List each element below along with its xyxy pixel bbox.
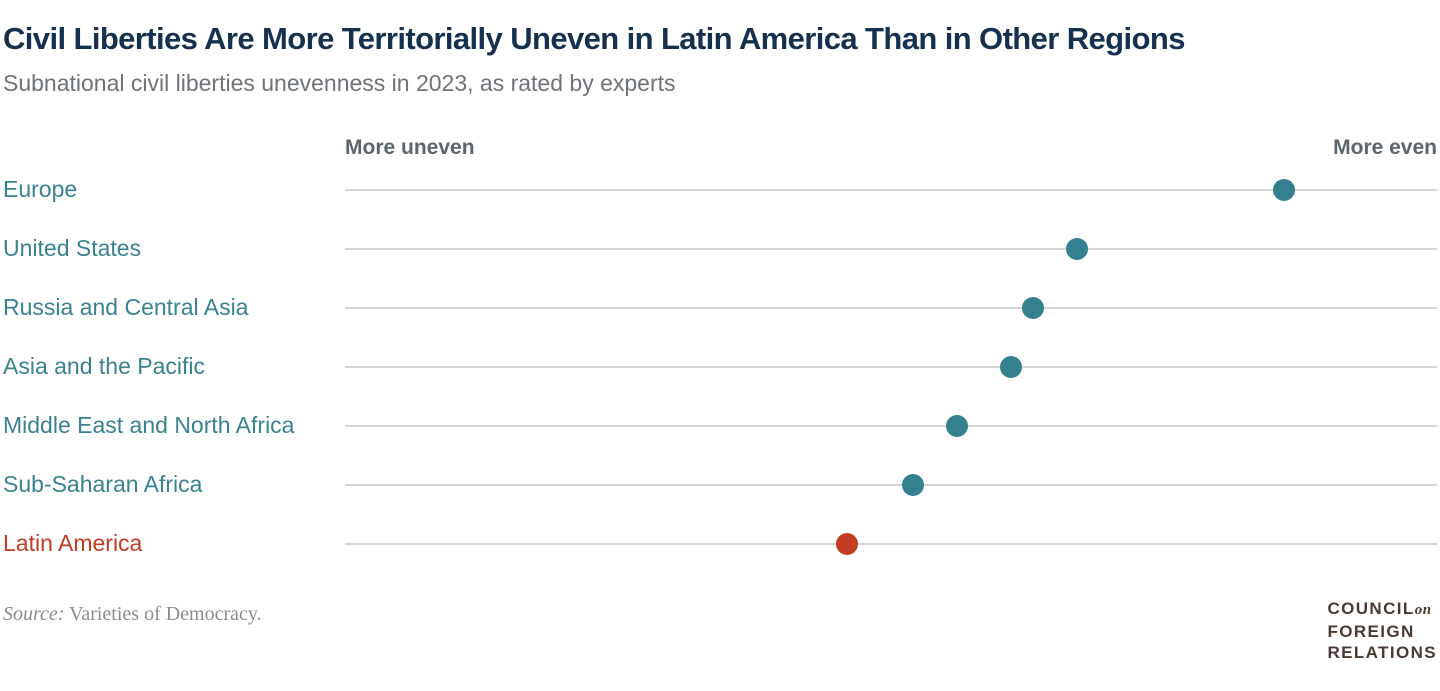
data-point-dot[interactable]	[1065, 237, 1088, 260]
category-rule	[345, 473, 1437, 496]
region-label: Sub-Saharan Africa	[3, 471, 203, 497]
region-label: Asia and the Pacific	[3, 353, 206, 379]
logo-line-1: COUNCILon	[1327, 599, 1432, 618]
chart-row: Latin America	[3, 514, 1437, 573]
chart-row: Russia and Central Asia	[3, 278, 1437, 337]
data-point-dot[interactable]	[1273, 178, 1296, 201]
x-axis-labels: More uneven More even	[345, 136, 1437, 160]
region-label: Middle East and North Africa	[3, 412, 295, 438]
data-point-dot[interactable]	[901, 473, 924, 496]
source-note: Source: Varieties of Democracy.	[3, 603, 262, 626]
category-rule	[345, 532, 1437, 555]
region-label: Latin America	[3, 530, 143, 556]
data-point-dot[interactable]	[836, 532, 859, 555]
source-prefix: Source:	[3, 603, 65, 625]
page-subtitle: Subnational civil liberties unevenness i…	[3, 70, 676, 96]
chart-row: Europe	[3, 160, 1437, 219]
category-rule	[345, 355, 1437, 378]
region-label: Europe	[3, 176, 78, 202]
page-title: Civil Liberties Are More Territorially U…	[3, 21, 1185, 56]
chart-row: Middle East and North Africa	[3, 396, 1437, 455]
chart-row: Sub-Saharan Africa	[3, 455, 1437, 514]
axis-label-more-even: More even	[1333, 136, 1437, 159]
chart-row: United States	[3, 219, 1437, 278]
chart-row: Asia and the Pacific	[3, 337, 1437, 396]
axis-label-more-uneven: More uneven	[345, 136, 475, 159]
cfr-logo: COUNCILon FOREIGN RELATIONS	[1327, 598, 1437, 663]
data-point-dot[interactable]	[1000, 355, 1023, 378]
category-rule	[345, 414, 1437, 437]
region-label: United States	[3, 235, 142, 261]
category-rule	[345, 178, 1437, 201]
dot-plot: Europe United States Russia and Central …	[3, 160, 1437, 573]
logo-line-2: FOREIGN	[1327, 622, 1415, 641]
category-rule	[345, 296, 1437, 319]
logo-on-word: on	[1414, 602, 1432, 618]
region-label: Russia and Central Asia	[3, 294, 249, 320]
category-rule	[345, 237, 1437, 260]
data-point-dot[interactable]	[1021, 296, 1044, 319]
logo-line-3: RELATIONS	[1327, 643, 1437, 662]
source-text: Varieties of Democracy.	[64, 603, 262, 625]
data-point-dot[interactable]	[945, 414, 968, 437]
